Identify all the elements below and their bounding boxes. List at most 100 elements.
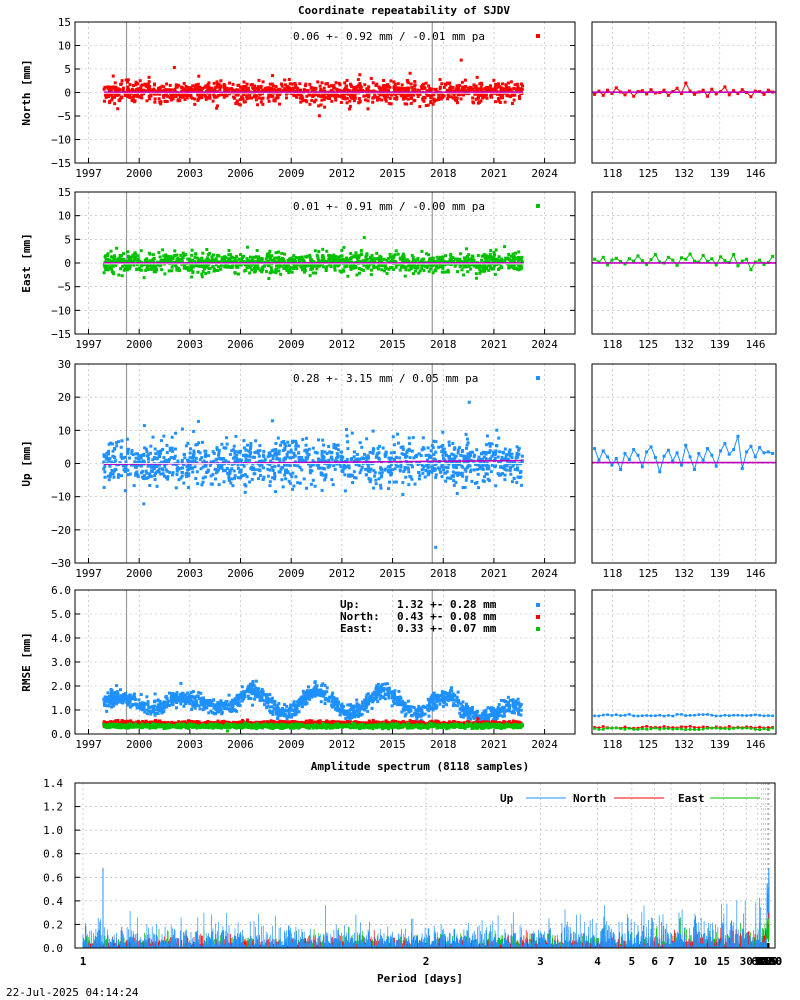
recent-point xyxy=(736,434,740,438)
data-point xyxy=(162,95,166,99)
x-tick-label: 2003 xyxy=(177,338,204,351)
data-point xyxy=(271,468,275,472)
recent-point xyxy=(697,260,701,264)
data-point xyxy=(102,87,106,91)
data-point xyxy=(207,266,211,270)
data-point xyxy=(453,98,457,102)
data-point xyxy=(487,450,491,454)
y-tick-label: 10 xyxy=(58,40,71,53)
data-point xyxy=(103,475,107,479)
data-point xyxy=(345,78,349,82)
data-point xyxy=(136,257,140,261)
data-point xyxy=(352,450,356,454)
data-point xyxy=(185,464,189,468)
data-point xyxy=(411,255,415,259)
data-point xyxy=(120,456,124,460)
data-point xyxy=(253,269,257,273)
data-point xyxy=(357,703,361,707)
data-point xyxy=(492,250,496,254)
data-point xyxy=(232,259,236,263)
y-tick-label: 15 xyxy=(58,16,71,29)
data-point xyxy=(384,264,388,268)
data-point xyxy=(113,93,117,97)
data-point xyxy=(332,442,336,446)
data-point xyxy=(401,260,405,264)
data-point xyxy=(420,260,424,264)
data-point xyxy=(204,272,208,276)
data-point xyxy=(170,435,174,439)
data-point xyxy=(204,452,208,456)
data-point xyxy=(259,258,263,262)
data-point xyxy=(183,98,187,102)
data-point xyxy=(488,458,492,462)
data-point xyxy=(257,454,261,458)
data-point xyxy=(343,489,347,493)
recent-point xyxy=(610,258,614,262)
data-point xyxy=(111,256,115,260)
data-point xyxy=(248,480,252,484)
data-point xyxy=(201,476,205,480)
data-point xyxy=(383,455,387,459)
data-point xyxy=(289,87,293,91)
data-point xyxy=(341,96,345,100)
data-point xyxy=(508,465,512,469)
data-point xyxy=(458,84,462,88)
data-point xyxy=(484,93,488,97)
data-point xyxy=(396,252,400,256)
data-point xyxy=(348,89,352,93)
data-point xyxy=(508,698,512,702)
data-point xyxy=(346,440,350,444)
data-point xyxy=(375,82,379,86)
data-point xyxy=(431,708,435,712)
data-point xyxy=(255,450,259,454)
data-point xyxy=(325,259,329,263)
data-point xyxy=(374,482,378,486)
data-point xyxy=(455,463,459,467)
data-point xyxy=(366,454,370,458)
data-point xyxy=(314,98,318,102)
data-point xyxy=(336,258,340,262)
data-point xyxy=(124,78,128,82)
x-tick-label: 1997 xyxy=(75,167,102,180)
data-point xyxy=(130,87,134,91)
data-point xyxy=(455,259,459,263)
data-point xyxy=(154,708,158,712)
data-point xyxy=(239,253,243,257)
x-tick-label: 139 xyxy=(710,738,730,751)
data-point xyxy=(147,251,151,255)
data-point xyxy=(510,101,514,105)
data-point xyxy=(146,464,150,468)
data-point xyxy=(418,105,422,109)
recent-frame-north xyxy=(591,21,777,164)
data-point xyxy=(110,469,114,473)
data-point xyxy=(325,452,329,456)
data-point xyxy=(159,439,163,443)
data-point xyxy=(323,105,327,109)
data-point xyxy=(503,259,507,263)
data-point xyxy=(227,460,231,464)
data-point xyxy=(390,472,394,476)
data-point xyxy=(434,450,438,454)
data-point xyxy=(331,258,335,262)
data-point xyxy=(244,457,248,461)
data-point xyxy=(248,255,252,259)
data-point xyxy=(196,84,200,88)
data-point xyxy=(199,700,203,704)
recent-point xyxy=(684,257,688,261)
data-point xyxy=(461,715,465,719)
data-point xyxy=(138,79,142,83)
data-point xyxy=(122,252,126,256)
x-tick-label: 1997 xyxy=(75,738,102,751)
data-point xyxy=(296,92,300,96)
data-point xyxy=(383,86,387,90)
data-point xyxy=(250,96,254,100)
data-point xyxy=(298,700,302,704)
data-point xyxy=(368,450,372,454)
data-point xyxy=(502,699,506,703)
data-point xyxy=(103,470,107,474)
data-point xyxy=(407,268,411,272)
data-point xyxy=(128,472,132,476)
data-point xyxy=(365,457,369,461)
data-point xyxy=(350,266,354,270)
